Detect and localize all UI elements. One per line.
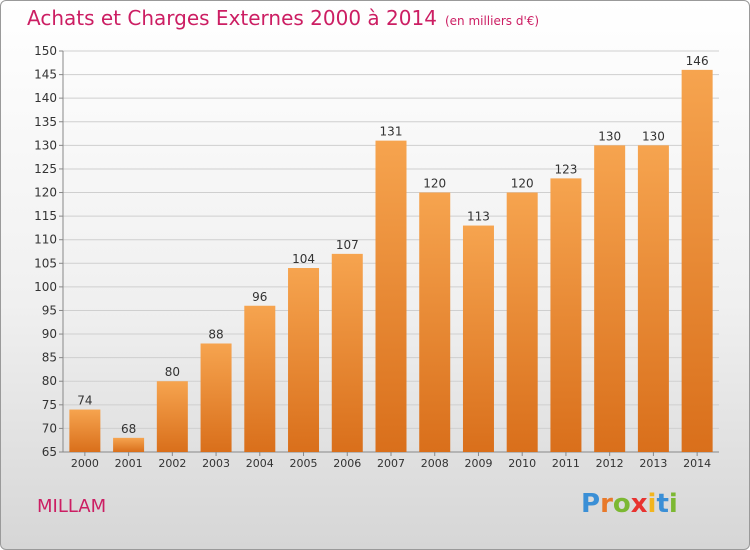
data-label: 130 bbox=[642, 129, 665, 143]
bar-2003 bbox=[200, 343, 232, 452]
bar-2007 bbox=[375, 140, 407, 452]
y-tick-label: 120 bbox=[34, 186, 57, 200]
x-tick-label: 2004 bbox=[246, 457, 274, 470]
y-tick-label: 130 bbox=[34, 138, 57, 152]
bar-2002 bbox=[156, 381, 188, 452]
logo-letter: i bbox=[647, 489, 657, 519]
bar-2001 bbox=[113, 437, 145, 452]
x-tick-label: 2007 bbox=[377, 457, 405, 470]
y-tick-label: 65 bbox=[42, 445, 57, 459]
y-tick-label: 100 bbox=[34, 280, 57, 294]
x-tick-label: 2012 bbox=[596, 457, 624, 470]
logo-letter: r bbox=[600, 489, 613, 519]
y-tick-label: 70 bbox=[42, 421, 57, 435]
y-tick-label: 140 bbox=[34, 91, 57, 105]
bar-2008 bbox=[419, 192, 451, 452]
y-tick-label: 145 bbox=[34, 68, 57, 82]
x-tick-label: 2006 bbox=[333, 457, 361, 470]
data-labels: 74 68 80 88 96 104 107 131 120 113 120 123 130 130 146 bbox=[77, 54, 708, 436]
y-tick-label: 150 bbox=[34, 44, 57, 58]
logo-letter: x bbox=[630, 489, 648, 519]
data-label: 120 bbox=[423, 177, 446, 191]
x-tick-label: 2003 bbox=[202, 457, 230, 470]
y-tick-label: 105 bbox=[34, 256, 57, 270]
logo-letter: o bbox=[612, 489, 631, 519]
x-tick-label: 2011 bbox=[552, 457, 580, 470]
chart-title: Achats et Charges Externes 2000 à 2014 (e… bbox=[27, 6, 539, 30]
bar-2013 bbox=[637, 145, 669, 452]
bar-2000 bbox=[69, 409, 101, 452]
bar-2009 bbox=[462, 225, 494, 452]
y-tick-label: 125 bbox=[34, 162, 57, 176]
data-label: 120 bbox=[511, 177, 534, 191]
x-tick-label: 2010 bbox=[508, 457, 536, 470]
y-tick-label: 80 bbox=[42, 374, 57, 388]
logo-letter: P bbox=[581, 489, 601, 519]
data-label: 130 bbox=[598, 129, 621, 143]
y-tick-label: 115 bbox=[34, 209, 57, 223]
data-label: 131 bbox=[380, 125, 403, 139]
bar-2006 bbox=[331, 253, 363, 452]
y-tick-label: 85 bbox=[42, 351, 57, 365]
y-tick-label: 75 bbox=[42, 398, 57, 412]
bars bbox=[69, 69, 713, 452]
y-tick-label: 90 bbox=[42, 327, 57, 341]
bar-2005 bbox=[288, 268, 320, 452]
data-label: 68 bbox=[121, 422, 136, 436]
x-tick-label: 2005 bbox=[290, 457, 318, 470]
x-tick-label: 2008 bbox=[421, 457, 449, 470]
chart-title-unit: (en milliers d'€) bbox=[444, 14, 540, 28]
x-tick-label: 2002 bbox=[158, 457, 186, 470]
data-label: 113 bbox=[467, 210, 490, 224]
data-label: 96 bbox=[252, 290, 267, 304]
logo-letter: i bbox=[668, 489, 678, 519]
bar-2004 bbox=[244, 305, 276, 452]
data-label: 146 bbox=[686, 54, 709, 68]
chart-title-main: Achats et Charges Externes 2000 à 2014 bbox=[27, 6, 437, 30]
x-tick-label: 2009 bbox=[464, 457, 492, 470]
x-tick-label: 2001 bbox=[115, 457, 143, 470]
data-label: 88 bbox=[208, 327, 223, 341]
data-label: 104 bbox=[292, 252, 315, 266]
data-label: 107 bbox=[336, 238, 359, 252]
proxiti-logo[interactable]: Proxiti bbox=[581, 489, 678, 519]
logo-letter: t bbox=[656, 489, 669, 519]
y-tick-label: 95 bbox=[42, 303, 57, 317]
data-label: 123 bbox=[554, 162, 577, 176]
bar-2014 bbox=[681, 69, 713, 452]
bar-2010 bbox=[506, 192, 538, 452]
bar-2012 bbox=[594, 145, 626, 452]
x-tick-label: 2014 bbox=[683, 457, 711, 470]
x-tick-label: 2000 bbox=[71, 457, 99, 470]
y-tick-label: 110 bbox=[34, 233, 57, 247]
data-label: 80 bbox=[165, 365, 180, 379]
data-label: 74 bbox=[77, 394, 92, 408]
bar-2011 bbox=[550, 178, 582, 452]
x-tick-label: 2013 bbox=[639, 457, 667, 470]
y-tick-label: 135 bbox=[34, 115, 57, 129]
commune-name: MILLAM bbox=[37, 496, 107, 517]
